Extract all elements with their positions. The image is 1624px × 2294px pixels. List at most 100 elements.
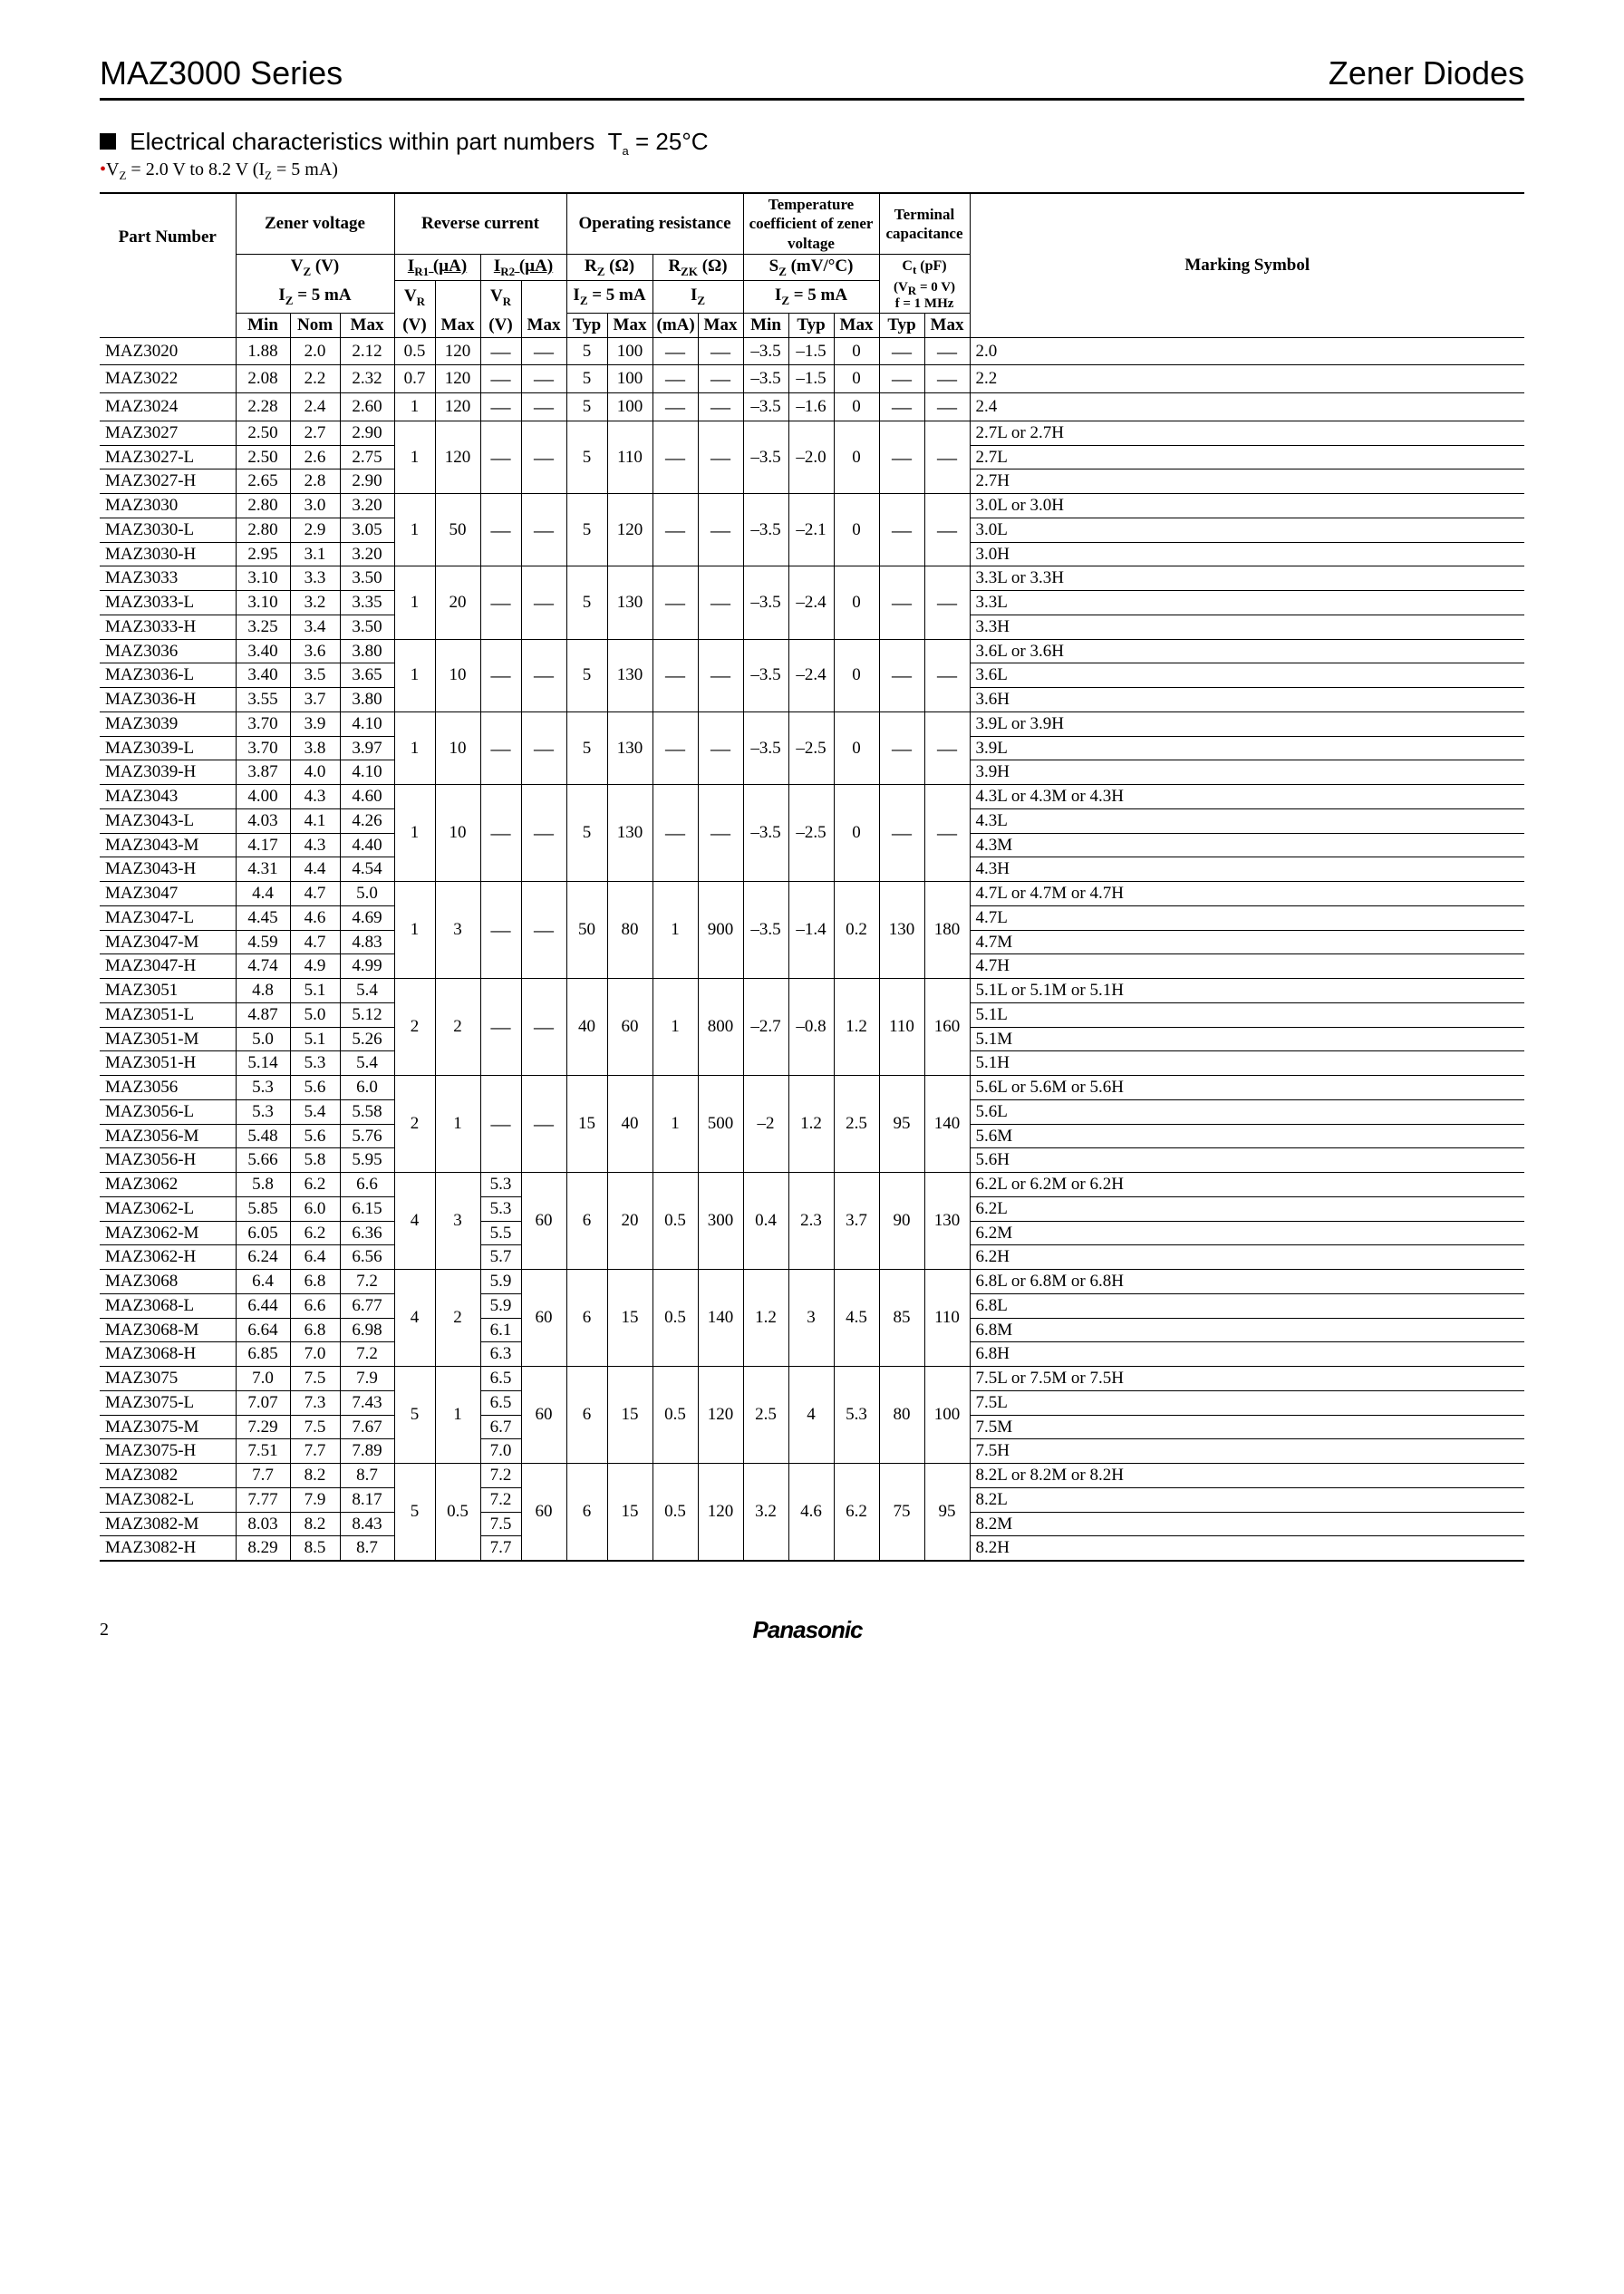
cell: 4.3: [290, 785, 340, 809]
cell: –3.5: [743, 882, 788, 979]
cell: 5.9: [480, 1270, 521, 1294]
cell: 1: [394, 882, 435, 979]
cell: 1.2: [834, 979, 879, 1076]
cell: —: [698, 337, 743, 365]
cell: 2.2: [970, 365, 1524, 393]
col-temp-coeff: Temperature coefficient of zener voltage: [743, 193, 879, 254]
cell: 2.5: [834, 1076, 879, 1173]
cell: —: [924, 639, 970, 711]
cell: —: [652, 711, 698, 784]
cell: 2.95: [236, 542, 290, 566]
cell: 6.1: [480, 1318, 521, 1342]
cell: —: [924, 365, 970, 393]
cell: 4.6: [290, 905, 340, 930]
cell: 5.6: [290, 1124, 340, 1148]
hdr-ct-max: Max: [924, 313, 970, 337]
cell: 7.89: [340, 1439, 394, 1464]
cell: —: [879, 393, 924, 421]
cell: 7.7: [236, 1464, 290, 1488]
cell: 4.60: [340, 785, 394, 809]
cell: 2.7L: [970, 445, 1524, 469]
cell: 2.4: [290, 393, 340, 421]
cell: 6.56: [340, 1245, 394, 1270]
cell: 8.7: [340, 1464, 394, 1488]
cell: 7.51: [236, 1439, 290, 1464]
characteristics-table: Part Number Zener voltage Reverse curren…: [100, 192, 1524, 1562]
cell: 4.45: [236, 905, 290, 930]
cell: 1: [435, 1367, 480, 1464]
cell: 6.36: [340, 1221, 394, 1245]
cell: MAZ3027: [100, 421, 236, 445]
cell: —: [879, 711, 924, 784]
cell: —: [879, 639, 924, 711]
cell: 2.7L or 2.7H: [970, 421, 1524, 445]
cell: 7.43: [340, 1390, 394, 1415]
cell: 5.3: [834, 1367, 879, 1464]
cell: 8.2L or 8.2M or 8.2H: [970, 1464, 1524, 1488]
cell: 4.83: [340, 930, 394, 954]
cell: 7.07: [236, 1390, 290, 1415]
cell: 120: [435, 365, 480, 393]
cell: 2.80: [236, 518, 290, 542]
cell: 5.95: [340, 1148, 394, 1173]
cell: 3.5: [290, 663, 340, 688]
cell: MAZ3056: [100, 1076, 236, 1100]
hdr-vr1: VR: [394, 280, 435, 313]
cell: —: [480, 882, 521, 979]
cell: 20: [435, 566, 480, 639]
cell: 6: [566, 1464, 607, 1562]
cell: 5.3: [290, 1051, 340, 1076]
cell: 100: [607, 393, 652, 421]
cell: 6.7: [480, 1415, 521, 1439]
cell: MAZ3056-M: [100, 1124, 236, 1148]
cell: 7.5M: [970, 1415, 1524, 1439]
cond-i-sub: Z: [265, 169, 272, 182]
cell: 5.85: [236, 1196, 290, 1221]
cell: 7.2: [340, 1270, 394, 1294]
cell: MAZ3030-H: [100, 542, 236, 566]
cell: –3.5: [743, 494, 788, 566]
cell: —: [698, 365, 743, 393]
cell: MAZ3024: [100, 393, 236, 421]
cell: 7.5: [480, 1512, 521, 1536]
cell: —: [521, 421, 566, 493]
cell: 3.6H: [970, 688, 1524, 712]
cell: 8.2H: [970, 1536, 1524, 1561]
cell: 3.0L or 3.0H: [970, 494, 1524, 518]
cell: —: [480, 979, 521, 1076]
cell: MAZ3075-H: [100, 1439, 236, 1464]
cell: 8.2M: [970, 1512, 1524, 1536]
col-zener-voltage: Zener voltage: [236, 193, 394, 254]
cell: 4.03: [236, 808, 290, 833]
cell: MAZ3082-M: [100, 1512, 236, 1536]
cell: 6.8L or 6.8M or 6.8H: [970, 1270, 1524, 1294]
cell: 3: [435, 1173, 480, 1270]
cell: 900: [698, 882, 743, 979]
cell: —: [879, 785, 924, 882]
cell: 3.9: [290, 711, 340, 736]
hdr-ir1-max: Max: [435, 313, 480, 337]
product-title: Zener Diodes: [1329, 54, 1524, 92]
hdr-iz: IZ = 5 mA: [236, 280, 394, 313]
table-row: MAZ30272.502.72.901120——5110——–3.5–2.00—…: [100, 421, 1524, 445]
cell: 120: [435, 337, 480, 365]
cell: 15: [607, 1367, 652, 1464]
cell: 3.35: [340, 591, 394, 615]
cell: –1.6: [788, 393, 834, 421]
cell: 4: [394, 1270, 435, 1367]
cell: 2.7H: [970, 469, 1524, 494]
hdr-sz: SZ (mV/°C): [743, 254, 879, 280]
cell: 5: [566, 494, 607, 566]
cell: 2.60: [340, 393, 394, 421]
cond-end: = 5 mA): [272, 160, 338, 179]
hdr-ir1: IR1 (µA): [394, 254, 480, 280]
cell: 8.7: [340, 1536, 394, 1561]
cell: 50: [566, 882, 607, 979]
cell: –2.4: [788, 566, 834, 639]
hdr-vr-v: (V): [394, 313, 435, 337]
cell: 7.5H: [970, 1439, 1524, 1464]
cell: —: [698, 711, 743, 784]
cell: MAZ3051-M: [100, 1027, 236, 1051]
cell: 4.3H: [970, 857, 1524, 882]
cell: 3: [788, 1270, 834, 1367]
